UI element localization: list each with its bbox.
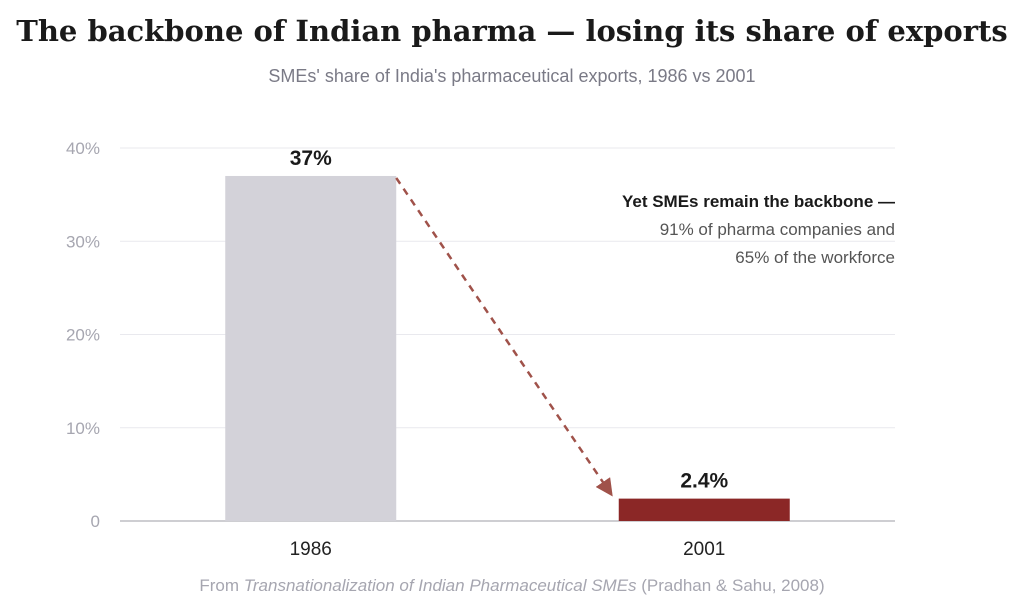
source-prefix: From xyxy=(199,576,244,595)
trend-arrow xyxy=(395,177,613,497)
y-tick-label: 0 xyxy=(91,512,100,531)
source-title: Transnationalization of Indian Pharmaceu… xyxy=(243,576,637,595)
labels: 0 10% 20% 30% 40% 37% 1986 2.4% 2001 xyxy=(66,139,729,560)
y-tick-label: 30% xyxy=(66,232,100,251)
annotation: Yet SMEs remain the backbone — 91% of ph… xyxy=(622,192,895,267)
data-label-2001: 2.4% xyxy=(680,470,728,493)
bar-1986 xyxy=(225,175,397,521)
annotation-heading: Yet SMEs remain the backbone — xyxy=(622,192,895,211)
bar-2001 xyxy=(618,498,790,521)
y-tick-label: 20% xyxy=(66,326,100,345)
bars xyxy=(225,175,790,521)
chart-subtitle: SMEs' share of India's pharmaceutical ex… xyxy=(268,66,756,86)
annotation-line-2: 65% of the workforce xyxy=(735,248,895,267)
x-tick-label-1986: 1986 xyxy=(290,539,332,560)
data-label-1986: 37% xyxy=(290,147,332,170)
source-suffix: (Pradhan & Sahu, 2008) xyxy=(636,576,825,595)
annotation-line-1: 91% of pharma companies and xyxy=(660,220,895,239)
chart-source: From Transnationalization of Indian Phar… xyxy=(0,576,1024,596)
y-tick-label: 10% xyxy=(66,419,100,438)
x-tick-label-2001: 2001 xyxy=(683,539,725,560)
chart-title: The backbone of Indian pharma — losing i… xyxy=(16,14,1008,48)
y-tick-label: 40% xyxy=(66,139,100,158)
